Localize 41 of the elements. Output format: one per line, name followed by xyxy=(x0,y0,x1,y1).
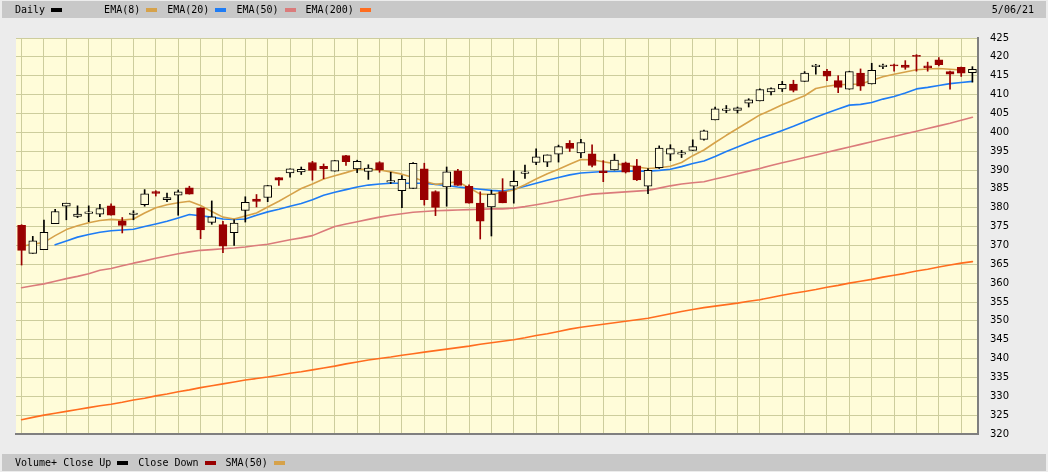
legend-label: Daily xyxy=(15,4,46,15)
y-tick-label: 335 xyxy=(990,371,1010,383)
y-tick-label: 390 xyxy=(990,163,1010,175)
y-tick-label: 405 xyxy=(990,107,1010,119)
candlestick xyxy=(889,63,899,72)
y-tick-label: 350 xyxy=(990,314,1010,326)
legend-label: EMA(200) xyxy=(305,4,354,15)
legend-label: EMA(8) xyxy=(104,4,141,15)
candlestick xyxy=(520,164,530,179)
legend-label: EMA(50) xyxy=(236,4,279,15)
candlestick xyxy=(84,205,94,222)
y-tick-label: 340 xyxy=(990,352,1010,364)
text: 5/06/21 xyxy=(991,3,1034,17)
y-tick-label: 400 xyxy=(990,125,1010,137)
y-tick-label: 375 xyxy=(990,220,1010,232)
y-tick-label: 385 xyxy=(990,182,1010,194)
candlestick xyxy=(386,171,396,184)
y-tick-label: 415 xyxy=(990,69,1010,81)
y-tick-label: 370 xyxy=(990,239,1010,251)
y-tick-label: 365 xyxy=(990,257,1010,269)
y-tick-label: 380 xyxy=(990,201,1010,213)
y-tick-label: 330 xyxy=(990,389,1010,401)
text: Volume+ Close Up xyxy=(15,457,112,468)
y-tick-label: 420 xyxy=(990,50,1010,62)
y-tick-label: 410 xyxy=(990,88,1010,100)
y-tick-label: 425 xyxy=(990,31,1010,43)
candlestick xyxy=(598,160,608,183)
y-tick-label: 395 xyxy=(990,144,1010,156)
text: SMA(50) xyxy=(225,457,268,468)
y-tick-label: 325 xyxy=(990,408,1010,420)
candlestick xyxy=(173,189,183,216)
text: Close Down xyxy=(138,457,199,468)
candlestick xyxy=(945,70,955,90)
y-tick-label: 345 xyxy=(990,333,1010,345)
candlestick xyxy=(900,60,910,70)
y-tick-label: 320 xyxy=(990,427,1010,439)
candlestick xyxy=(721,105,731,113)
y-tick-label: 355 xyxy=(990,295,1010,307)
y-tick-label: 360 xyxy=(990,276,1010,288)
legend-label: EMA(20) xyxy=(167,4,210,15)
candlestick xyxy=(509,170,519,204)
